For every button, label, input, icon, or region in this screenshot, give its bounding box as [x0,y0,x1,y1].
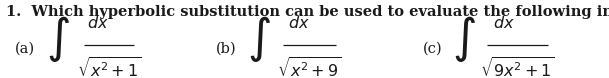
Text: (c): (c) [423,41,443,55]
Text: $\sqrt{9x^2+1}$: $\sqrt{9x^2+1}$ [481,57,555,78]
Text: $dx$: $dx$ [493,15,515,32]
Text: $dx$: $dx$ [287,15,309,32]
Text: (a): (a) [15,41,35,55]
Text: $\int$: $\int$ [452,14,476,64]
Text: $\int$: $\int$ [46,14,70,64]
Text: (b): (b) [216,41,237,55]
Text: $\sqrt{x^2+9}$: $\sqrt{x^2+9}$ [277,57,342,78]
Text: $\sqrt{x^2+1}$: $\sqrt{x^2+1}$ [77,57,141,78]
Text: $dx$: $dx$ [86,15,108,32]
Text: $\int$: $\int$ [247,14,271,64]
Text: 1.  Which hyperbolic substitution can be used to evaluate the following integral: 1. Which hyperbolic substitution can be … [6,5,609,19]
